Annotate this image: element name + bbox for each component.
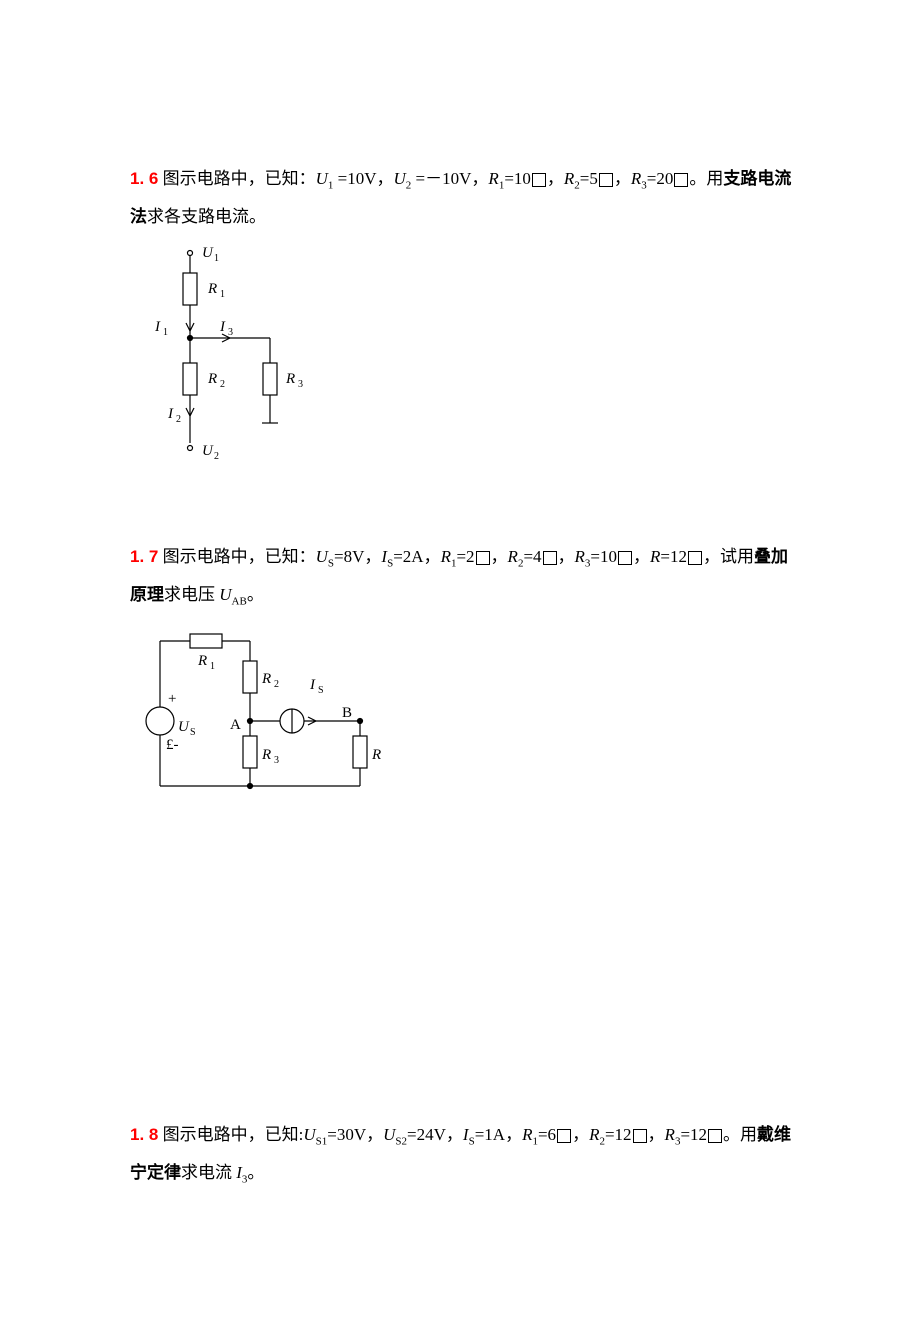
svg-text:3: 3 (298, 379, 303, 390)
ohm-box (633, 1129, 647, 1143)
ohm-box (532, 173, 546, 187)
problem-1-6: 1. 6 图示电路中，已知：U1 =10V，U2 =－10V，R1=10，R2=… (130, 160, 800, 498)
ohm-box (599, 173, 613, 187)
problem-1-8-text: 1. 8 图示电路中，已知:US1=30V，US2=24V，IS=1A，R1=6… (130, 1116, 800, 1191)
diagram-1-6: U1 R1 I1 I3 R2 R3 I2 U2 (130, 243, 800, 498)
ohm-box (543, 551, 557, 565)
ohm-box (618, 551, 632, 565)
svg-text:2: 2 (214, 451, 219, 462)
svg-text:R: R (207, 371, 217, 387)
svg-text:R: R (261, 671, 271, 687)
ohm-box (476, 551, 490, 565)
problem-number: 1. 7 (130, 547, 158, 566)
problem-number: 1. 8 (130, 1125, 158, 1144)
svg-text:I: I (219, 319, 226, 335)
svg-text:I: I (309, 677, 316, 693)
problem-1-6-text: 1. 6 图示电路中，已知：U1 =10V，U2 =－10V，R1=10，R2=… (130, 160, 800, 235)
svg-text:1: 1 (163, 327, 168, 338)
svg-text:B: B (342, 705, 352, 721)
svg-text:R: R (261, 747, 271, 763)
svg-text:2: 2 (274, 679, 279, 690)
svg-text:U: U (202, 443, 214, 459)
svg-text:S: S (190, 727, 196, 738)
svg-text:3: 3 (228, 327, 233, 338)
svg-text:R: R (207, 281, 217, 297)
spacing (130, 856, 800, 1116)
problem-number: 1. 6 (130, 169, 158, 188)
svg-text:2: 2 (220, 379, 225, 390)
svg-text:2: 2 (176, 414, 181, 425)
problem-1-7: 1. 7 图示电路中，已知：US=8V，IS=2A，R1=2，R2=4，R3=1… (130, 538, 800, 816)
ohm-box (557, 1129, 571, 1143)
svg-text:I: I (167, 406, 174, 422)
svg-text:1: 1 (210, 661, 215, 672)
svg-text:A: A (230, 717, 241, 733)
svg-text:+: + (168, 691, 176, 707)
ohm-box (708, 1129, 722, 1143)
svg-text:1: 1 (214, 253, 219, 264)
problem-1-8: 1. 8 图示电路中，已知:US1=30V，US2=24V，IS=1A，R1=6… (130, 1116, 800, 1191)
svg-text:U: U (178, 719, 190, 735)
ohm-box (674, 173, 688, 187)
svg-text:S: S (318, 685, 324, 696)
svg-text:£-: £- (166, 737, 179, 753)
svg-text:3: 3 (274, 755, 279, 766)
svg-text:1: 1 (220, 289, 225, 300)
problem-1-7-text: 1. 7 图示电路中，已知：US=8V，IS=2A，R1=2，R2=4，R3=1… (130, 538, 800, 613)
circuit-svg-1-6: U1 R1 I1 I3 R2 R3 I2 U2 (130, 243, 350, 493)
circuit-svg-1-7: R1 R2 IS A B R3 R + US £- (130, 621, 410, 811)
svg-text:R: R (197, 653, 207, 669)
svg-text:I: I (154, 319, 161, 335)
svg-text:R: R (371, 747, 381, 763)
svg-text:R: R (285, 371, 295, 387)
page: 1. 6 图示电路中，已知：U1 =10V，U2 =－10V，R1=10，R2=… (0, 0, 920, 1331)
svg-text:U: U (202, 245, 214, 261)
diagram-1-7: R1 R2 IS A B R3 R + US £- (130, 621, 800, 816)
ohm-box (688, 551, 702, 565)
